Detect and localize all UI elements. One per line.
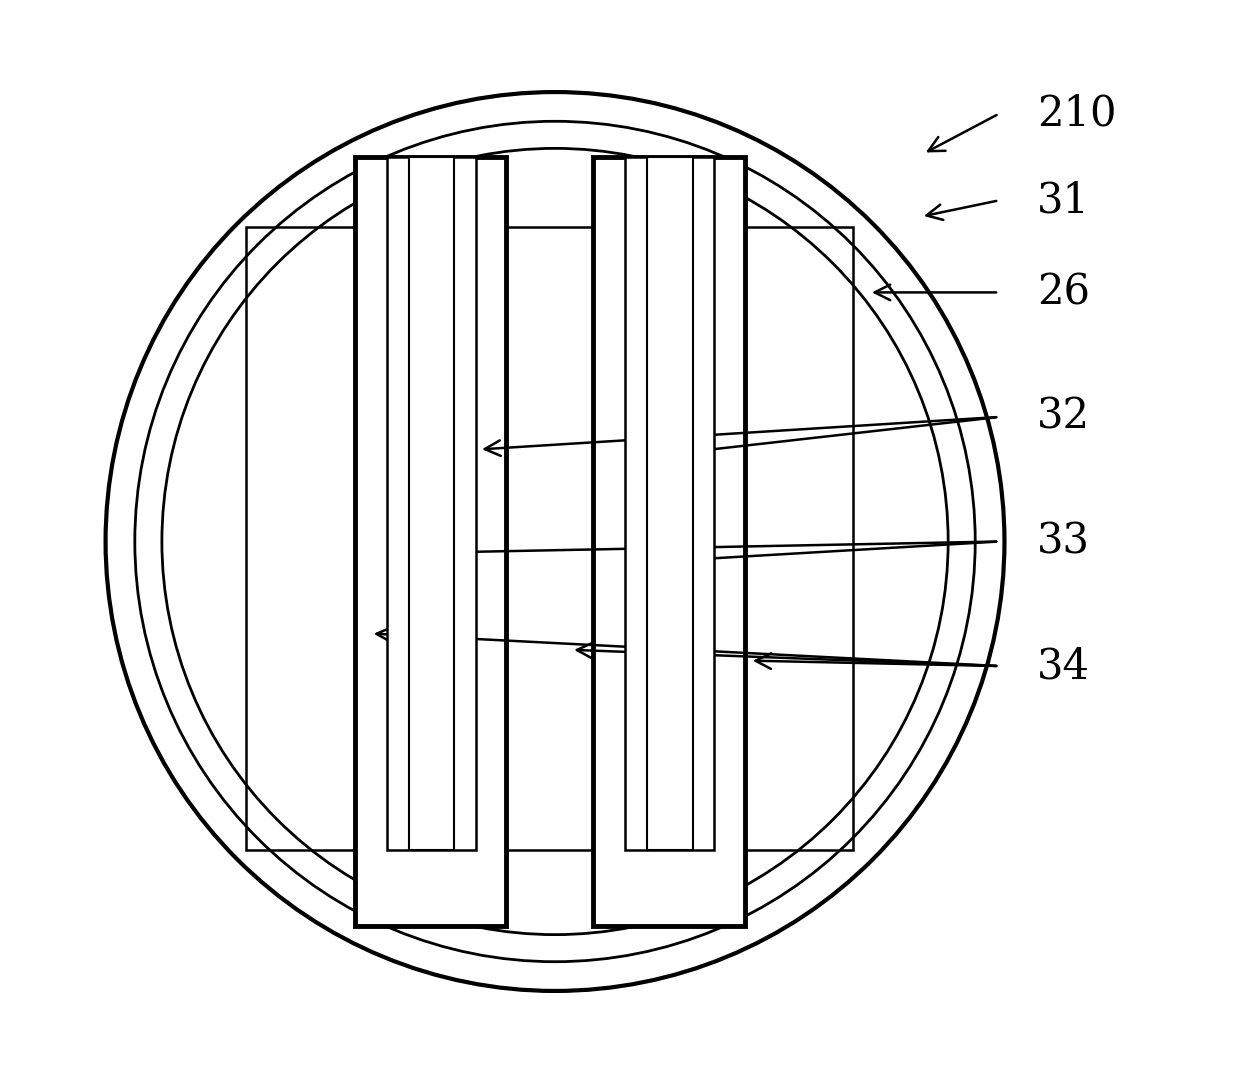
- Text: 26: 26: [1037, 272, 1090, 313]
- Text: 210: 210: [1037, 93, 1116, 134]
- Bar: [355, 157, 506, 926]
- Bar: [593, 157, 744, 926]
- Bar: [647, 157, 693, 850]
- Bar: [409, 157, 454, 850]
- Bar: [625, 157, 714, 850]
- Text: 32: 32: [1037, 396, 1090, 438]
- Bar: [387, 157, 476, 850]
- Text: 33: 33: [1037, 521, 1090, 562]
- Bar: [247, 227, 853, 850]
- Text: 34: 34: [1037, 645, 1090, 687]
- Text: 31: 31: [1037, 180, 1090, 221]
